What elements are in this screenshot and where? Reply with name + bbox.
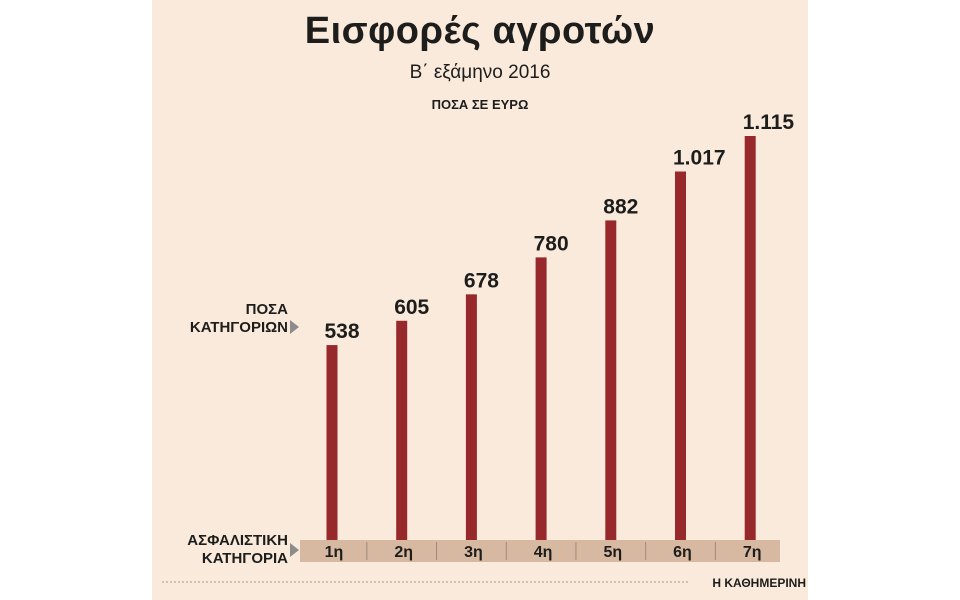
bar xyxy=(535,257,547,540)
bar xyxy=(326,345,338,540)
bar-value-label: 780 xyxy=(534,232,569,255)
chart-title: Εισφορές αγροτών xyxy=(304,10,656,52)
amounts-side-label-line1: ΠΟΣΑ xyxy=(245,301,288,318)
units-label: ΠΟΣΑ ΣΕ ΕΥΡΩ xyxy=(431,97,529,112)
category-tick-label: 4η xyxy=(534,544,553,561)
category-tick-label: 3η xyxy=(464,544,483,561)
amounts-side-label: ΠΟΣΑ ΚΑΤΗΓΟΡΙΩΝ xyxy=(190,301,288,337)
source-credit: Η ΚΑΘΗΜΕΡΙΝΗ xyxy=(712,576,806,590)
amounts-arrow-icon xyxy=(290,320,299,334)
bar xyxy=(465,294,477,540)
category-side-label-line2: ΚΑΤΗΓΟΡΙΑ xyxy=(201,550,288,567)
bar-value-label: 1.017 xyxy=(673,147,726,170)
bar xyxy=(396,320,408,540)
bar xyxy=(675,171,686,540)
chart-subtitle: Β΄ εξάμηνο 2016 xyxy=(409,62,551,83)
category-side-label: ΑΣΦΑΛΙΣΤΙΚΗ ΚΑΤΗΓΟΡΙΑ xyxy=(187,532,288,568)
bar-value-label: 605 xyxy=(394,296,429,319)
bar xyxy=(605,220,617,540)
bar-value-label: 678 xyxy=(464,269,499,292)
category-tick-label: 1η xyxy=(325,544,344,561)
category-side-label-line1: ΑΣΦΑΛΙΣΤΙΚΗ xyxy=(187,532,288,549)
category-tick-label: 5η xyxy=(603,544,622,561)
category-axis-band xyxy=(300,540,780,562)
bar-value-label: 538 xyxy=(325,320,360,343)
bar xyxy=(744,136,756,540)
category-tick-label: 2η xyxy=(394,544,413,561)
category-tick-label: 6η xyxy=(673,544,692,561)
bar-value-label: 882 xyxy=(603,195,638,218)
amounts-side-label-line2: ΚΑΤΗΓΟΡΙΩΝ xyxy=(189,319,288,336)
bar-value-label: 1.115 xyxy=(743,111,795,134)
category-arrow-icon xyxy=(290,543,299,557)
category-tick-label: 7η xyxy=(743,544,762,561)
chart-panel xyxy=(152,0,808,600)
